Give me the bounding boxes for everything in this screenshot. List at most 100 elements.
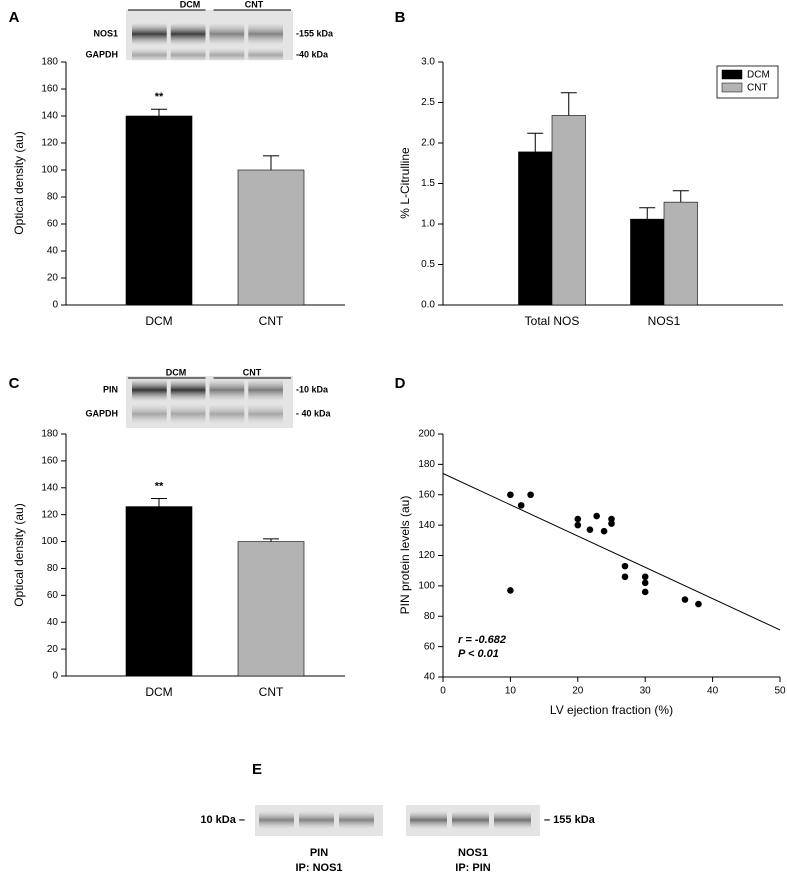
blot-band: [132, 404, 167, 424]
bar: [630, 218, 665, 306]
y-tick-label: 100: [41, 536, 58, 547]
point: [593, 512, 600, 520]
blot-band: [170, 23, 206, 45]
x-axis-label: LV ejection fraction (%): [550, 703, 673, 717]
y-tick-label: 140: [41, 482, 58, 493]
x-tick-label: CNT: [259, 314, 284, 328]
y-axis-label: Optical density (au): [12, 131, 26, 234]
blot-group-label: CNT: [245, 0, 264, 9]
y-tick-label: 100: [418, 581, 435, 592]
point: [527, 491, 534, 499]
y-tick-label: 1.5: [421, 178, 435, 189]
panel-letter: E: [252, 761, 262, 778]
blot-marker: -10 kDa: [296, 384, 329, 394]
blot-band: [299, 811, 334, 829]
blot-band: [248, 404, 283, 424]
blot-band: [132, 23, 167, 45]
blot-row-label: PIN: [103, 384, 118, 394]
point: [608, 515, 615, 523]
x-tick-label: 50: [774, 686, 786, 697]
blot-ip-label: IP: PIN: [455, 862, 491, 874]
y-tick-label: 180: [418, 459, 435, 470]
y-tick-label: 120: [418, 550, 435, 561]
y-tick-label: 40: [47, 617, 59, 628]
bar: [551, 115, 586, 306]
y-tick-label: 40: [424, 672, 436, 683]
blot-group-label: DCM: [166, 367, 187, 377]
point: [641, 579, 649, 587]
bar: [125, 506, 193, 677]
y-tick-label: 0.0: [421, 300, 435, 311]
blot-group-label: CNT: [243, 367, 262, 377]
annotation: r = -0.682: [458, 634, 506, 646]
point: [507, 587, 514, 594]
legend-label: CNT: [747, 83, 768, 94]
y-axis-label: % L-Citrulline: [398, 147, 412, 219]
y-axis-label: Optical density (au): [12, 503, 26, 606]
panel-letter: D: [395, 375, 406, 392]
bar: [237, 169, 305, 306]
y-tick-label: 80: [47, 563, 59, 574]
point: [608, 520, 615, 527]
y-tick-label: 100: [41, 165, 58, 176]
x-tick-label: CNT: [259, 685, 284, 699]
blot-band: [248, 23, 283, 45]
blot-group-label: DCM: [180, 0, 201, 9]
point: [517, 502, 525, 509]
bar: [125, 115, 193, 306]
bar: [237, 541, 305, 677]
blot-marker: -155 kDa: [296, 28, 334, 38]
y-tick-label: 160: [41, 84, 58, 95]
y-tick-label: 80: [424, 611, 436, 622]
blot-band: [209, 404, 245, 424]
legend-swatch: [721, 82, 743, 93]
legend-swatch: [721, 69, 743, 80]
y-tick-label: 200: [418, 429, 435, 440]
significance-label: **: [155, 91, 164, 103]
point: [641, 573, 649, 581]
blot-marker: – 155 kDa: [544, 814, 596, 826]
point: [681, 596, 689, 603]
y-axis-label: PIN protein levels (au): [398, 496, 412, 615]
blot-row-label: GAPDH: [85, 49, 118, 59]
panel-letter: A: [9, 9, 20, 26]
point: [600, 527, 608, 535]
blot-band: [132, 379, 167, 401]
blot-band: [452, 811, 489, 829]
y-tick-label: 60: [47, 590, 59, 601]
x-tick-label: DCM: [145, 685, 172, 699]
x-tick-label: Total NOS: [525, 314, 580, 328]
blot-marker: - 40 kDa: [296, 408, 332, 418]
blot-band: [248, 48, 283, 62]
blot-marker: 10 kDa –: [200, 814, 245, 826]
fit-line: [442, 473, 781, 631]
y-tick-label: 2.0: [421, 138, 435, 149]
blot-marker: -40 kDa: [296, 49, 329, 59]
x-tick-label: 0: [440, 686, 446, 697]
blot-protein-label: PIN: [310, 847, 328, 859]
x-tick-label: 30: [640, 686, 652, 697]
point: [621, 562, 629, 570]
blot-band: [170, 379, 206, 401]
y-tick-label: 80: [47, 192, 59, 203]
y-tick-label: 140: [418, 520, 435, 531]
panel-letter: B: [395, 9, 406, 26]
blot-band: [132, 48, 167, 62]
y-tick-label: 3.0: [421, 57, 435, 68]
blot-band: [339, 811, 374, 829]
y-tick-label: 120: [41, 509, 58, 520]
y-tick-label: 140: [41, 111, 58, 122]
y-tick-label: 180: [41, 429, 58, 440]
point: [621, 573, 629, 581]
bar: [663, 201, 698, 306]
x-tick-label: NOS1: [648, 314, 681, 328]
blot-row-label: GAPDH: [85, 408, 118, 418]
blot-band: [259, 811, 294, 829]
point: [507, 491, 514, 499]
point: [574, 515, 582, 523]
blot-band: [170, 404, 206, 424]
blot-band: [209, 48, 245, 62]
blot-band: [410, 811, 447, 829]
